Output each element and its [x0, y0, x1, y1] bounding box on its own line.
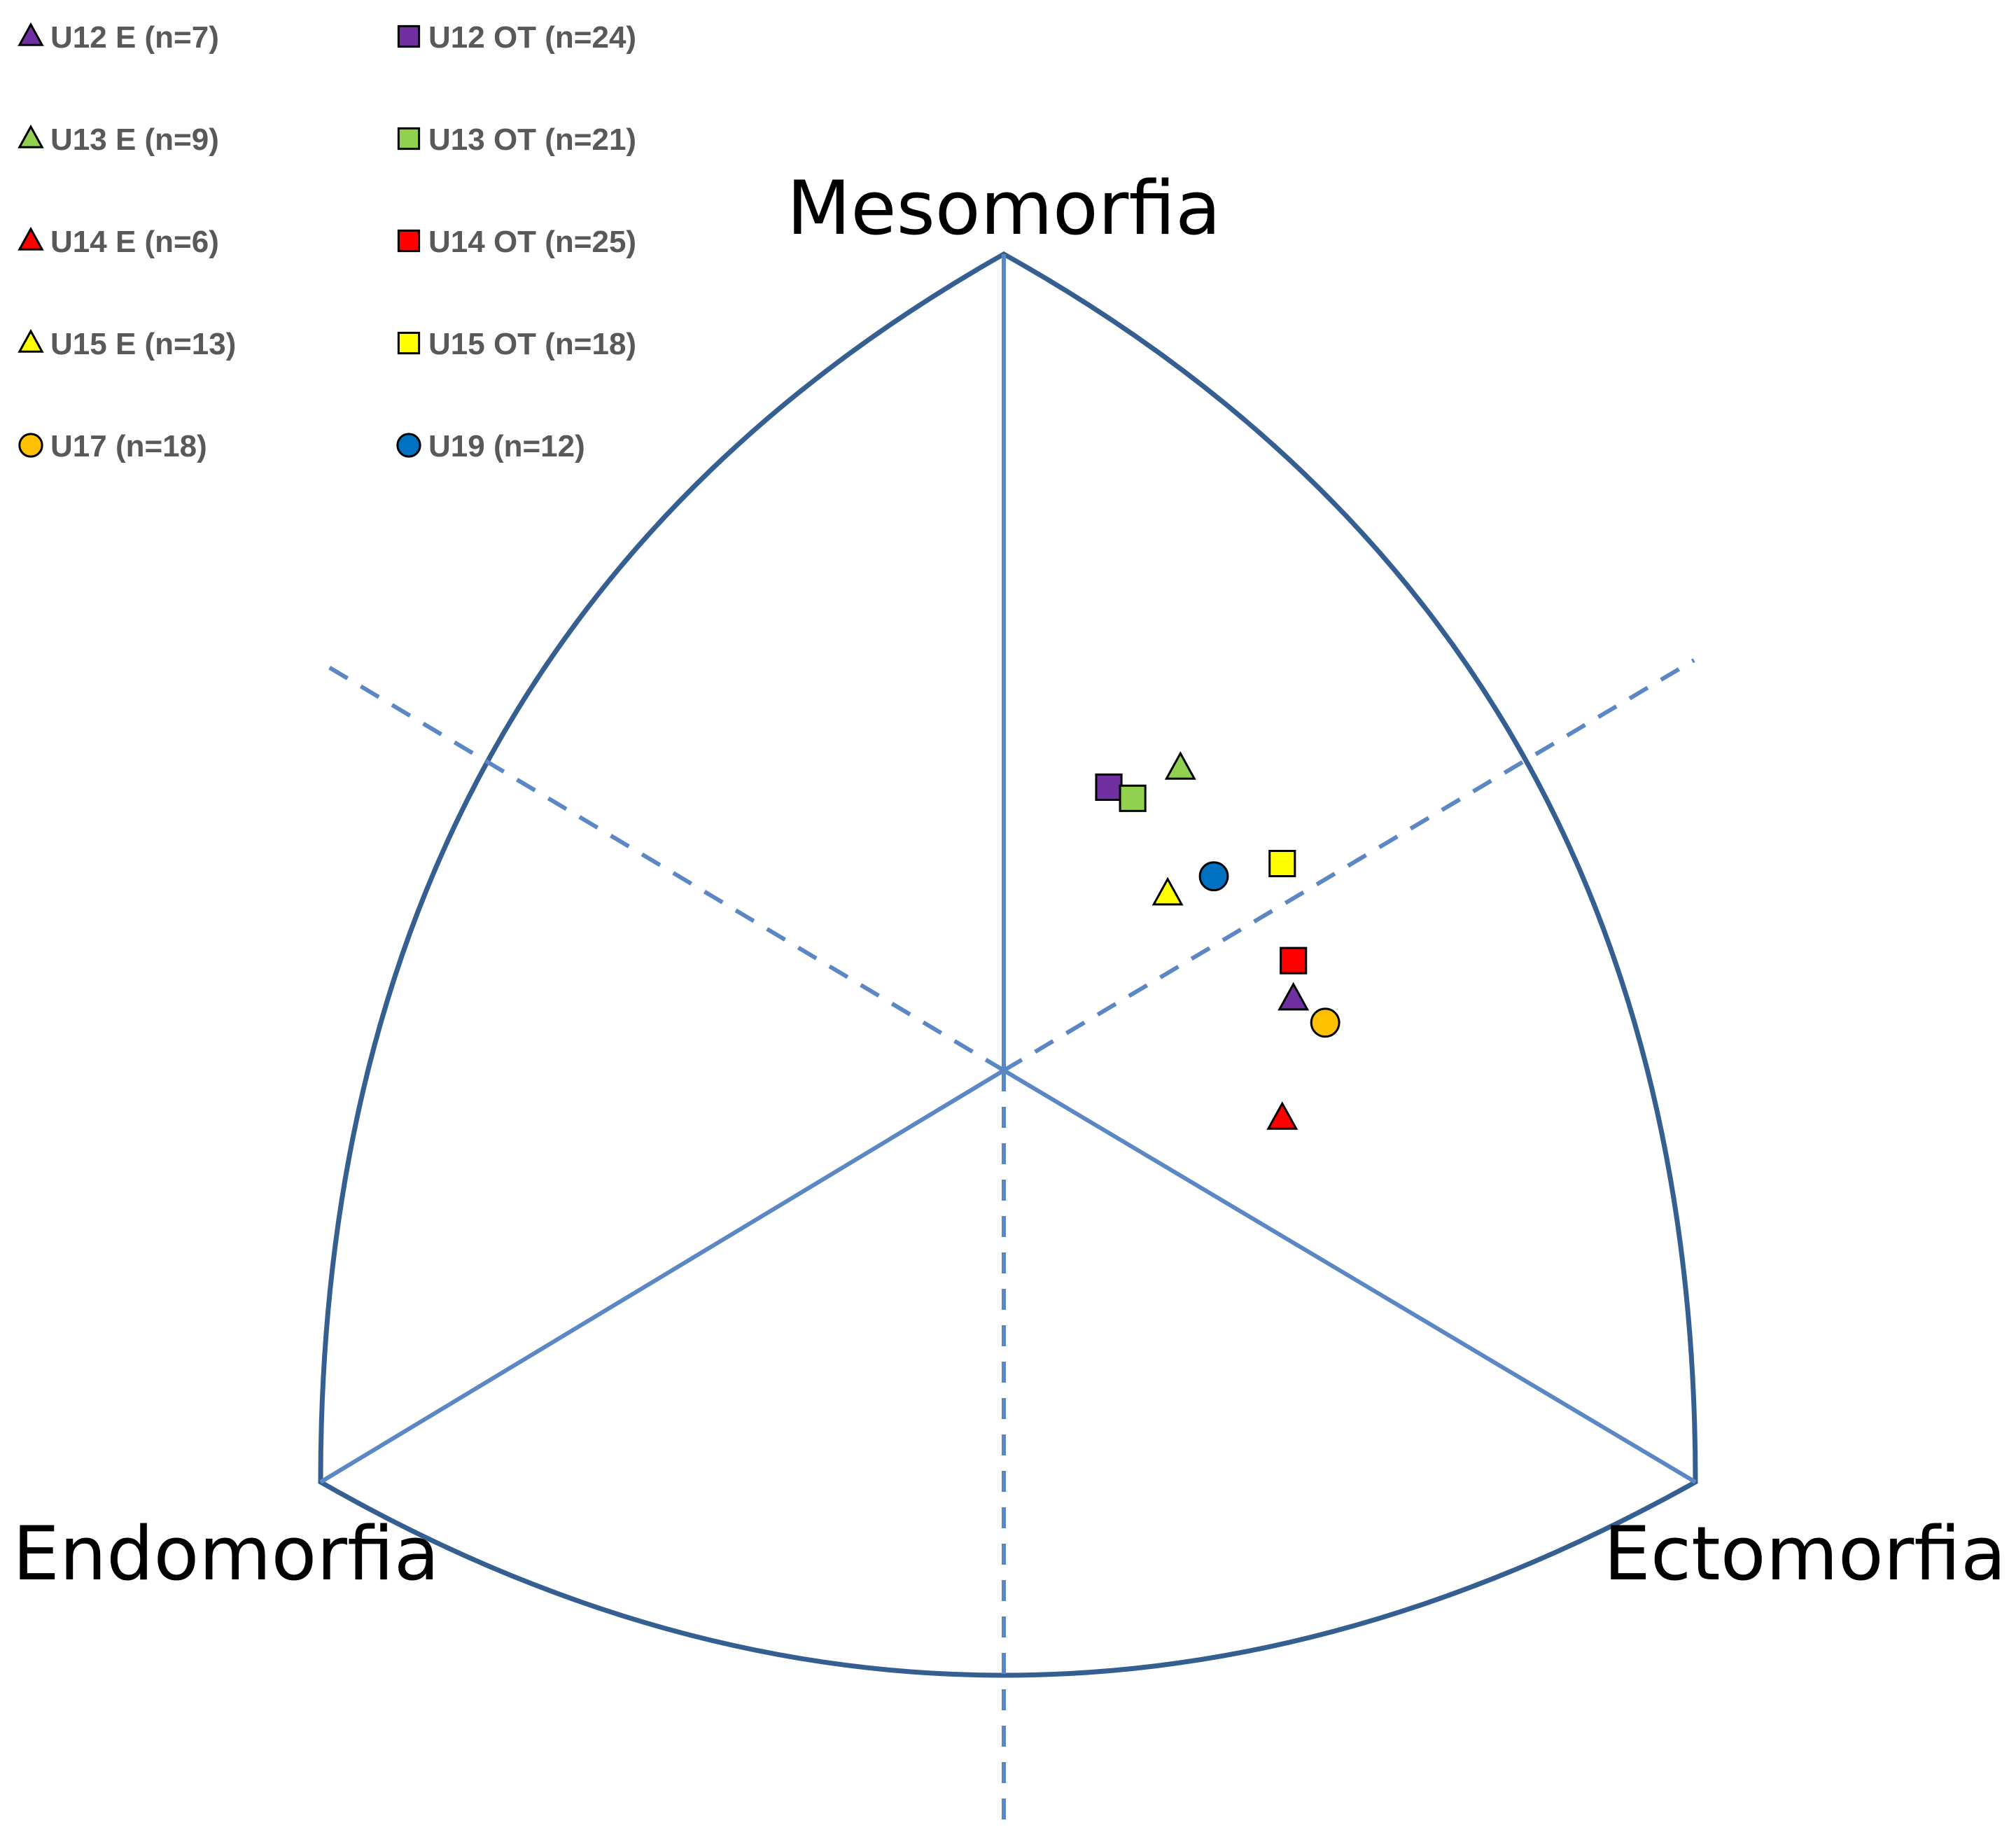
legend-marker-u13-ot-n-21: [397, 127, 421, 151]
legend-label-u15-e-n-13: U15 E (n=13): [50, 327, 236, 361]
legend-label-u12-e-n-7: U12 E (n=7): [50, 20, 219, 55]
legend-label-u14-ot-n-25: U14 OT (n=25): [428, 225, 636, 259]
upper-left-dashed-axis: [316, 658, 1005, 1073]
legend-label-u17-n-18: U17 (n=18): [50, 429, 207, 463]
data-point-u12-ot-n-24: [1095, 773, 1123, 801]
legend-marker-u17-n-18: [18, 433, 43, 458]
legend-marker-u14-ot-n-25: [397, 229, 421, 253]
legend-label-u13-ot-n-21: U13 OT (n=21): [428, 123, 636, 157]
data-point-u13-ot-n-21: [1119, 784, 1147, 812]
legend-marker-u15-e-n-13: [18, 328, 44, 353]
data-point-u15-e-n-13: [1152, 876, 1184, 906]
legend-marker-u13-e-n-9: [18, 124, 44, 148]
upper-right-dashed-axis: [1002, 658, 1695, 1073]
data-point-u14-e-n-6: [1266, 1101, 1298, 1130]
legend-label-u13-e-n-9: U13 E (n=9): [50, 123, 219, 157]
mesomorph-label: Mesomorfia: [787, 165, 1221, 251]
legend-label-u15-ot-n-18: U15 OT (n=18): [428, 327, 636, 361]
somatochart-boundary: [318, 251, 1698, 1678]
data-point-u19-n-12: [1198, 861, 1229, 892]
legend-marker-u19-n-12: [396, 433, 421, 458]
legend-label-u14-e-n-6: U14 E (n=6): [50, 225, 219, 259]
data-points: [1095, 751, 1340, 1130]
endomorph-axis-line: [319, 1068, 1005, 1484]
legend-marker-u15-ot-n-18: [397, 331, 421, 355]
legend-marker-u12-e-n-7: [18, 22, 44, 46]
data-point-u17-n-18: [1310, 1007, 1340, 1038]
data-point-u15-ot-n-18: [1268, 849, 1296, 878]
ectomorph-axis-line: [1002, 1068, 1697, 1484]
ectomorph-label: Ectomorfia: [1604, 1511, 2006, 1597]
legend-marker-u14-e-n-6: [18, 226, 44, 251]
endomorph-label: Endomorfia: [13, 1511, 440, 1597]
data-point-u13-e-n-9: [1164, 751, 1196, 780]
data-point-u12-e-n-7: [1278, 982, 1310, 1011]
legend-marker-u12-ot-n-24: [397, 25, 421, 48]
legend-label-u12-ot-n-24: U12 OT (n=24): [428, 20, 636, 55]
legend: U12 E (n=7) U12 OT (n=24) U13 E (n=9) U13 O…: [18, 20, 636, 463]
legend-label-u19-n-12: U19 (n=12): [428, 429, 585, 463]
data-point-u14-ot-n-25: [1280, 947, 1308, 975]
